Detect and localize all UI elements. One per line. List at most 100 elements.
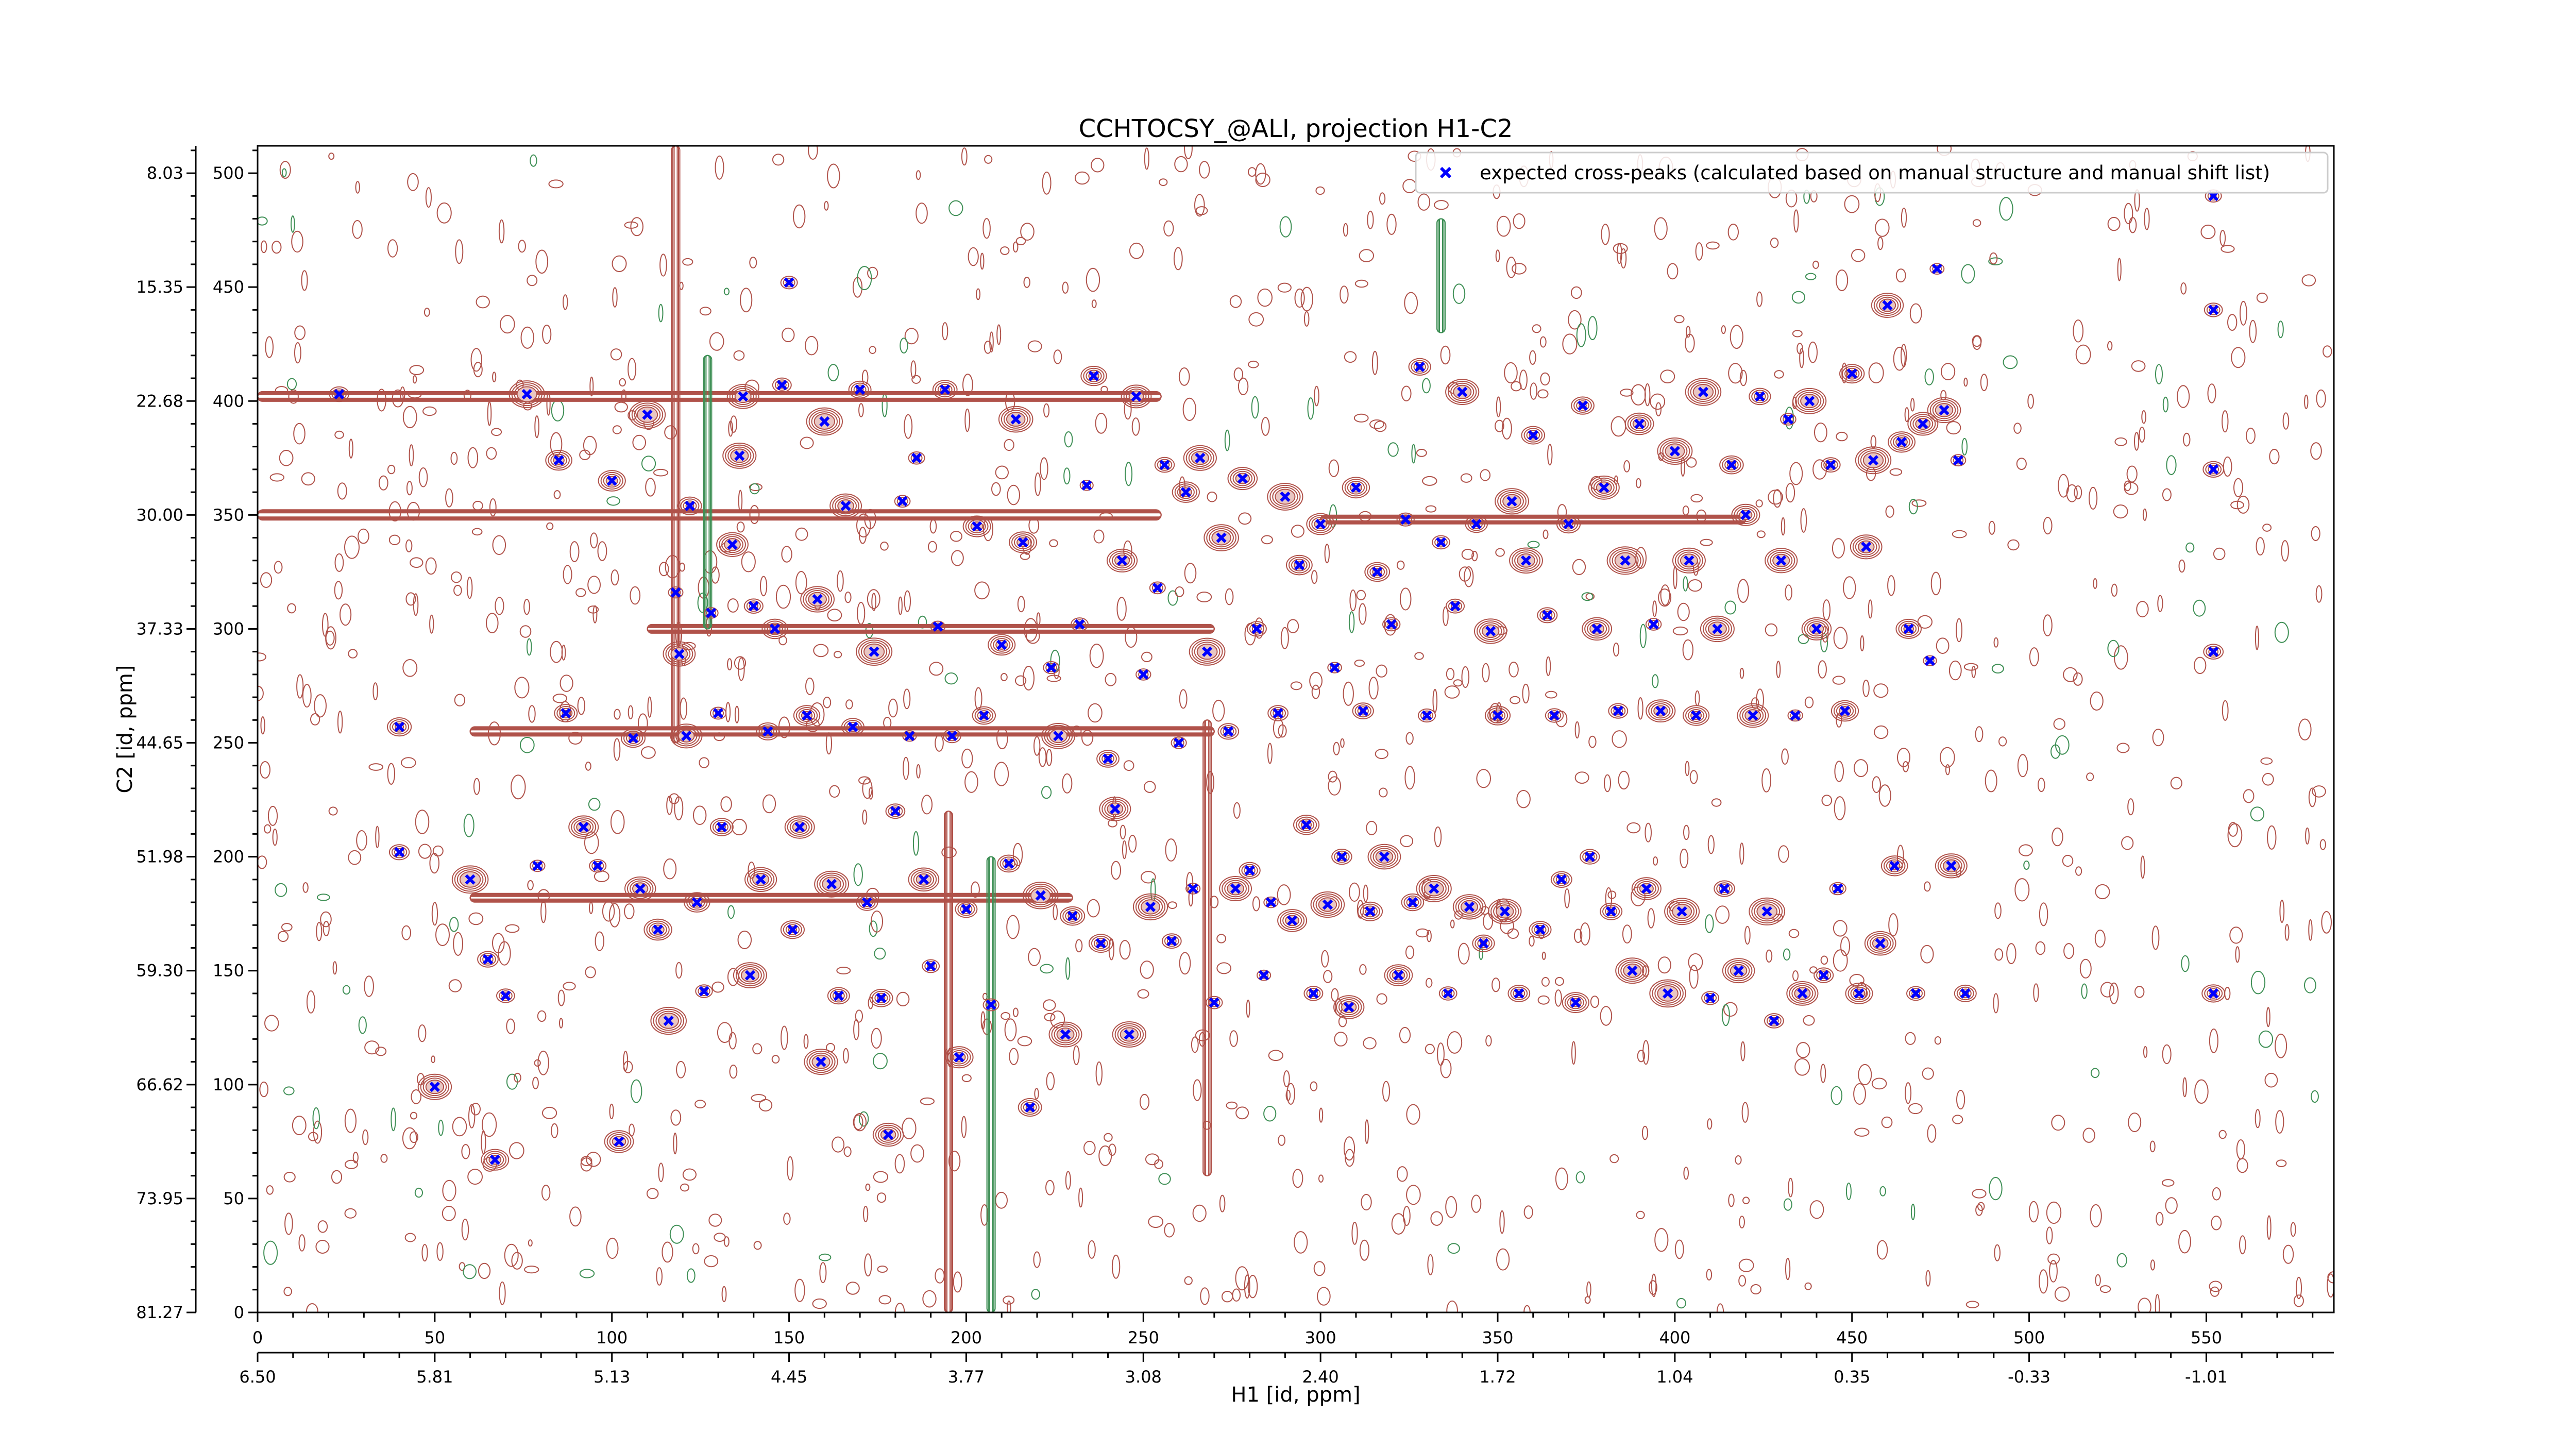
cross-peak-marker bbox=[1258, 970, 1269, 981]
noise-contour bbox=[2053, 718, 2065, 730]
noise-contour bbox=[1761, 768, 1772, 793]
signal-contour bbox=[1529, 921, 1552, 939]
noise-contour bbox=[344, 1108, 357, 1133]
signal-contour bbox=[1455, 896, 1484, 918]
cross-peak-marker bbox=[1712, 624, 1723, 634]
signal-contour bbox=[1531, 922, 1549, 937]
noise-contour bbox=[278, 931, 289, 942]
signal-contour bbox=[2208, 465, 2219, 474]
cross-peak-marker bbox=[819, 416, 830, 427]
x-ppm-tick-label: 6.50 bbox=[239, 1367, 276, 1387]
noise-contour bbox=[1193, 1079, 1202, 1101]
y-ppm-tick-label: 22.68 bbox=[136, 391, 183, 411]
noise-contour bbox=[753, 1241, 762, 1250]
noise-contour bbox=[491, 428, 502, 436]
cross-peak-marker bbox=[1634, 418, 1645, 429]
signal-contour bbox=[1909, 988, 1923, 999]
noise-contour bbox=[827, 163, 840, 189]
noise-contour bbox=[1791, 291, 1805, 304]
signal-contour bbox=[1315, 895, 1340, 914]
noise-contour bbox=[1015, 237, 1026, 245]
signal-contour bbox=[1188, 449, 1212, 467]
noise-contour bbox=[2003, 355, 2018, 369]
noise-contour bbox=[1796, 1042, 1810, 1058]
noise-contour bbox=[2007, 539, 2020, 551]
noise-contour bbox=[1496, 215, 1511, 237]
noise-contour bbox=[670, 1109, 682, 1126]
noise-contour bbox=[1125, 462, 1133, 486]
noise-contour bbox=[630, 1079, 642, 1103]
signal-contour bbox=[1677, 551, 1701, 570]
noise-contour bbox=[682, 1168, 697, 1181]
signal-contour bbox=[811, 411, 838, 432]
noise-contour bbox=[1485, 1035, 1492, 1047]
streak-contour bbox=[986, 856, 996, 1312]
signal-contour bbox=[1267, 705, 1289, 721]
noise-contour bbox=[1167, 590, 1178, 606]
signal-contour bbox=[1044, 724, 1073, 747]
noise-contour bbox=[1340, 285, 1349, 304]
signal-contour bbox=[1369, 566, 1385, 578]
signal-contour bbox=[885, 803, 906, 819]
signal-contour bbox=[808, 409, 841, 434]
noise-contour bbox=[410, 1111, 418, 1120]
signal-contour bbox=[1940, 857, 1962, 874]
signal-contour bbox=[1612, 550, 1639, 571]
noise-contour bbox=[436, 1242, 444, 1261]
noise-contour bbox=[1405, 732, 1414, 745]
signal-contour bbox=[1387, 621, 1396, 628]
noise-contour bbox=[751, 1094, 767, 1102]
noise-contour bbox=[762, 794, 776, 814]
noise-contour bbox=[1401, 385, 1412, 401]
signal-contour bbox=[1608, 703, 1629, 719]
noise-contour bbox=[1688, 953, 1703, 971]
signal-contour bbox=[698, 986, 710, 996]
noise-contour bbox=[453, 585, 462, 596]
signal-contour bbox=[1674, 549, 1703, 572]
noise-contour bbox=[302, 684, 312, 708]
signal-contour bbox=[1054, 1025, 1077, 1043]
noise-contour bbox=[340, 603, 352, 626]
noise-contour bbox=[1119, 940, 1131, 960]
noise-contour bbox=[1344, 351, 1357, 363]
noise-contour bbox=[328, 806, 338, 816]
cross-peak-marker bbox=[1414, 361, 1425, 373]
streak-contour bbox=[1202, 719, 1212, 1176]
noise-contour bbox=[1351, 1222, 1358, 1245]
signal-contour bbox=[483, 1151, 507, 1169]
noise-contour bbox=[425, 187, 432, 208]
signal-contour bbox=[1512, 549, 1540, 572]
signal-contour bbox=[1227, 467, 1258, 491]
noise-contour bbox=[1235, 1106, 1249, 1120]
cross-peak-marker bbox=[2208, 646, 2219, 657]
noise-contour bbox=[1384, 614, 1397, 636]
cross-peak-marker bbox=[1769, 1015, 1780, 1026]
cross-peak-marker bbox=[1797, 988, 1808, 999]
cross-peak-marker bbox=[1195, 452, 1206, 463]
noise-contour bbox=[1074, 171, 1090, 185]
noise-contour bbox=[1343, 1136, 1355, 1161]
noise-contour bbox=[1015, 675, 1027, 686]
noise-contour bbox=[534, 1059, 541, 1067]
cross-peak-marker bbox=[971, 521, 982, 532]
noise-contour bbox=[1541, 977, 1550, 987]
cross-peak-marker bbox=[1542, 610, 1553, 621]
signal-contour bbox=[1789, 983, 1816, 1004]
noise-contour bbox=[431, 1055, 435, 1064]
signal-contour bbox=[1136, 668, 1151, 681]
y-ppm-tick-label: 37.33 bbox=[136, 619, 183, 638]
noise-contour bbox=[1885, 505, 1894, 518]
noise-contour bbox=[1315, 186, 1325, 195]
noise-contour bbox=[1700, 538, 1713, 546]
signal-contour bbox=[1474, 618, 1507, 644]
cross-peak-marker bbox=[1761, 906, 1772, 917]
signal-contour bbox=[629, 400, 666, 429]
signal-contour bbox=[1731, 503, 1760, 526]
signal-contour bbox=[1690, 382, 1717, 402]
noise-contour bbox=[1853, 1083, 1866, 1105]
noise-contour bbox=[2052, 827, 2063, 847]
cross-peak-marker bbox=[1485, 626, 1496, 637]
signal-contour bbox=[1157, 459, 1173, 471]
noise-contour bbox=[1750, 1284, 1761, 1294]
signal-contour bbox=[1667, 900, 1698, 923]
